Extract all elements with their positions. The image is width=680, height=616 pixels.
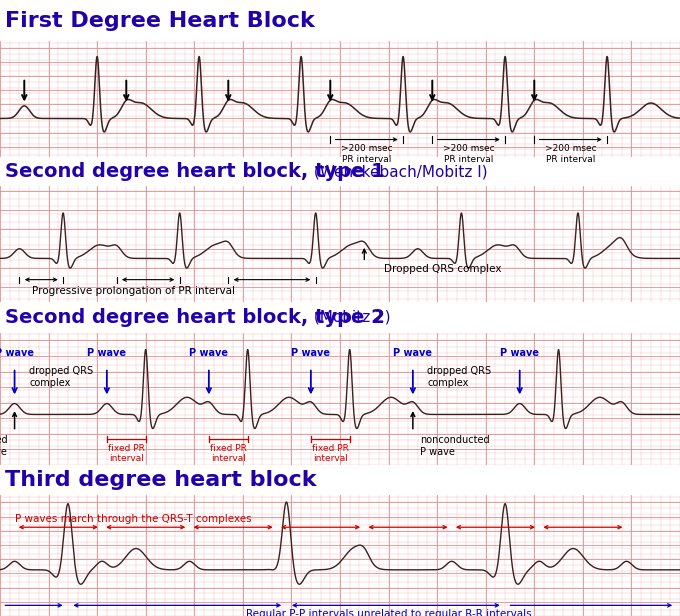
Text: >200 msec
PR interval: >200 msec PR interval [545, 144, 596, 164]
Text: nonconducted
P wave: nonconducted P wave [0, 436, 7, 457]
Text: >200 msec
PR interval: >200 msec PR interval [341, 144, 392, 164]
Text: First Degree Heart Block: First Degree Heart Block [5, 11, 316, 31]
Text: Second degree heart block, type 1: Second degree heart block, type 1 [5, 162, 385, 181]
Text: >200 msec
PR interval: >200 msec PR interval [443, 144, 494, 164]
Text: (Wenckebach/Mobitz I): (Wenckebach/Mobitz I) [309, 164, 488, 179]
Text: P wave: P wave [500, 349, 539, 359]
Text: Third degree heart block: Third degree heart block [5, 470, 317, 490]
Text: dropped QRS
complex: dropped QRS complex [29, 366, 93, 387]
Text: P wave: P wave [189, 349, 228, 359]
Text: Second degree heart block, type 2: Second degree heart block, type 2 [5, 308, 385, 326]
Text: fixed PR
interval: fixed PR interval [210, 444, 247, 463]
Text: (Mobitz 2): (Mobitz 2) [309, 310, 391, 325]
Text: Dropped QRS complex: Dropped QRS complex [384, 264, 501, 274]
Text: P wave: P wave [291, 349, 330, 359]
Text: P wave: P wave [0, 349, 34, 359]
Text: P wave: P wave [393, 349, 432, 359]
Text: P waves march through the QRS-T complexes: P waves march through the QRS-T complexe… [14, 514, 251, 524]
Text: Regular P-P intervals unrelated to regular R-R intervals: Regular P-P intervals unrelated to regul… [245, 609, 531, 616]
Text: dropped QRS
complex: dropped QRS complex [428, 366, 492, 387]
Text: fixed PR
interval: fixed PR interval [312, 444, 349, 463]
Text: P wave: P wave [87, 349, 126, 359]
Text: fixed PR
interval: fixed PR interval [108, 444, 145, 463]
Text: nonconducted
P wave: nonconducted P wave [420, 436, 490, 457]
Text: Progressive prolongation of PR interval: Progressive prolongation of PR interval [32, 286, 235, 296]
